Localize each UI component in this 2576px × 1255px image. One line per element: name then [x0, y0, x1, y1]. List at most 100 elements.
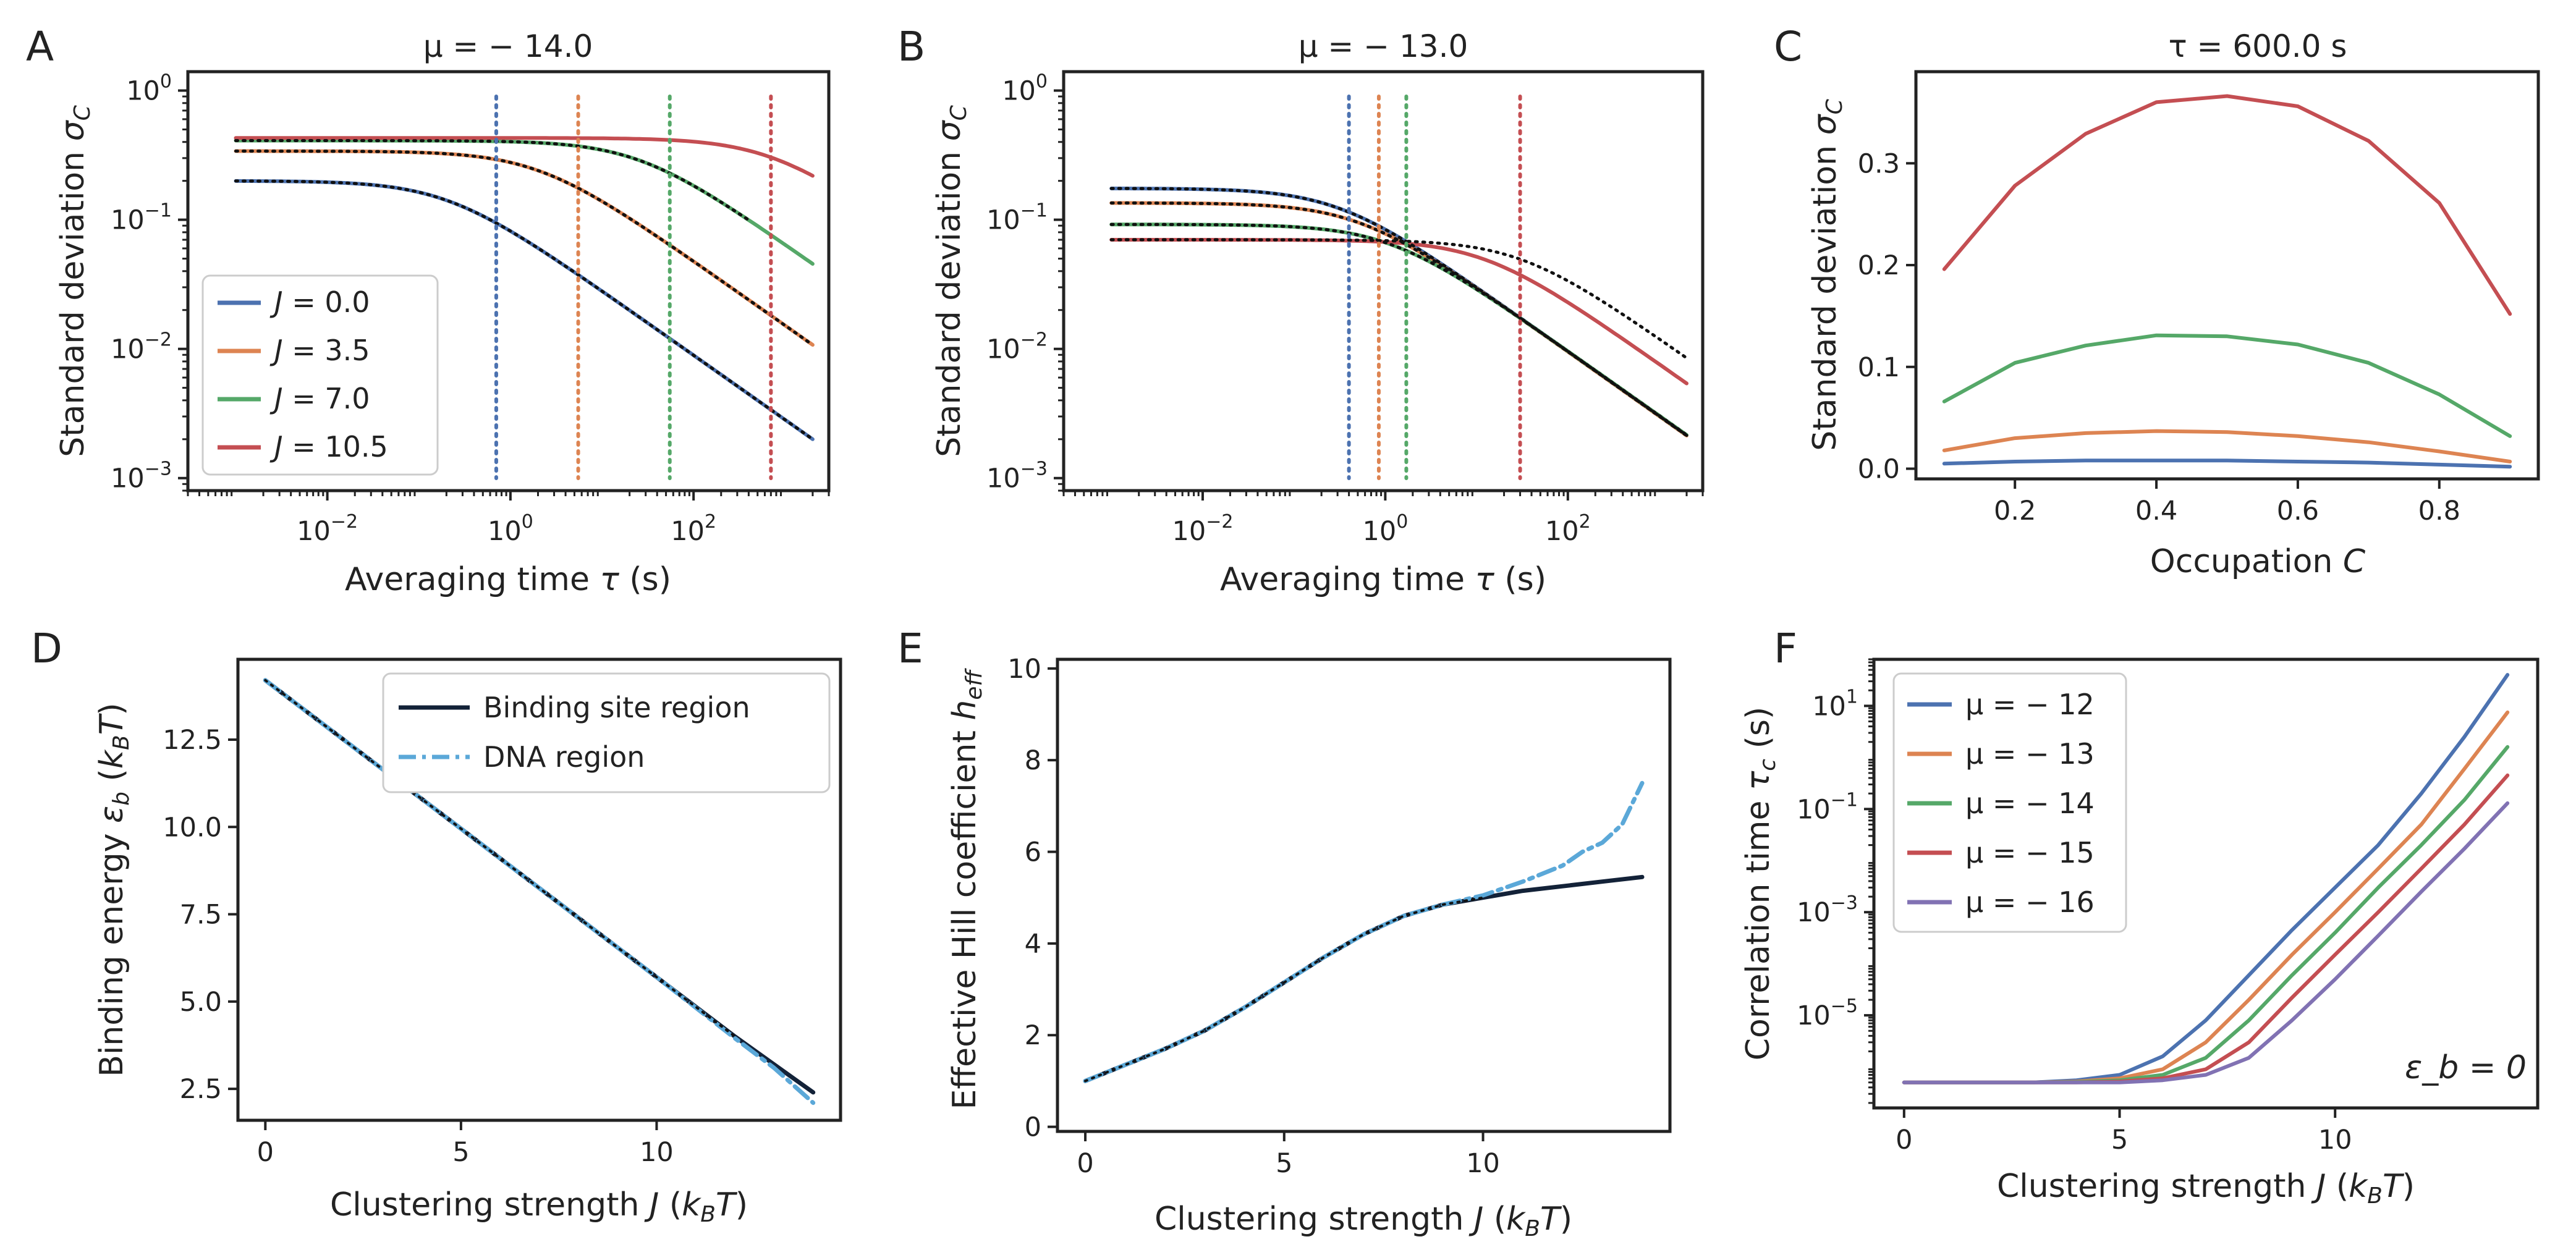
- legend-label-j0: J = 0.0: [269, 285, 370, 319]
- y-tick-label: 10−2: [986, 329, 1048, 365]
- x-tick-label: 0: [257, 1137, 274, 1168]
- panel-b-lines: [1109, 95, 1688, 480]
- legend-label-mu13: μ = − 13: [1965, 737, 2095, 771]
- y-tick-label: 0.0: [1858, 454, 1900, 485]
- x-tick-label: 0.6: [2277, 496, 2319, 526]
- x-tick-label: 0.2: [1994, 496, 2036, 526]
- x-tick-label: 5: [2111, 1125, 2128, 1156]
- legend-label-binding-site: Binding site region: [483, 691, 750, 724]
- legend-label-mu15: μ = − 15: [1965, 836, 2095, 869]
- panel-e-lines: [1083, 780, 1645, 1083]
- y-tick-label: 10.0: [163, 812, 222, 843]
- y-tick-label: 0.3: [1858, 148, 1900, 179]
- fit-dotted-line-0: [234, 179, 815, 441]
- panel-c-frame: [1914, 70, 2540, 481]
- panel-c-xlabel: Occupation C: [2150, 543, 2366, 580]
- y-tick-label: 10−3: [1797, 892, 1858, 928]
- panel-f-ylabel: Correlation time τc (s): [1740, 707, 1781, 1061]
- panel-d: D 0 5 10 2.5 5.0 7.5 10.0 12.5 Clustering stren…: [31, 625, 842, 1227]
- x-tick-label: 10−2: [297, 511, 358, 547]
- y-tick-label: 2.5: [180, 1074, 222, 1105]
- panel-a: A μ = − 14.0 10−2 100 102 10−3 10−2 10−1 100 A…: [26, 23, 831, 598]
- panel-b: B μ = − 13.0 10−2 100 102 10−3 10−2 10−1 100 A…: [897, 23, 1705, 598]
- panel-a-legend: J = 0.0 J = 3.5 J = 7.0 J = 10.5: [201, 274, 439, 476]
- y-tick-label: 0: [1025, 1112, 1041, 1143]
- black-dotted-line: [1084, 896, 1485, 1083]
- legend-label-j105: J = 10.5: [269, 430, 388, 463]
- y-tick-label: 12.5: [163, 725, 222, 756]
- fit-dotted-line-3: [1109, 238, 1688, 360]
- panel-d-ylabel: Binding energy εb (kBT): [93, 703, 134, 1076]
- panel-f-xlabel: Clustering strength J (kBT): [1997, 1168, 2415, 1209]
- panel-f: F 0 5 10 10−5 10−3 10−1 101 Clustering strengt…: [1740, 625, 2540, 1209]
- y-tick-label: 10: [1007, 654, 1041, 685]
- panel-c-lines: [1942, 94, 2512, 469]
- x-tick-label: 10: [1466, 1148, 1500, 1179]
- legend-label-mu12: μ = − 12: [1965, 688, 2095, 721]
- y-tick-label: 101: [1812, 686, 1858, 722]
- panel-f-axes: 0 5 10 10−5 10−3 10−1 101: [1797, 658, 2352, 1156]
- fit-dotted-line-2: [234, 139, 750, 222]
- y-tick-label: 10−1: [986, 200, 1048, 236]
- panel-e-xlabel: Clustering strength J (kBT): [1155, 1201, 1572, 1241]
- x-tick-label: 5: [1276, 1148, 1292, 1179]
- legend-label-j7: J = 7.0: [269, 382, 370, 415]
- y-tick-label: 8: [1025, 745, 1041, 776]
- y-tick-label: 100: [1002, 71, 1048, 107]
- series-line-3: [234, 136, 815, 178]
- legend-label-dna: DNA region: [483, 740, 645, 774]
- panel-a-legend-box: [201, 274, 439, 476]
- y-tick-label: 10−2: [111, 329, 172, 365]
- x-tick-label: 10: [2318, 1125, 2352, 1156]
- y-tick-label: 10−3: [111, 458, 172, 494]
- panel-a-lines: [234, 95, 815, 480]
- panel-b-axes: 10−2 100 102 10−3 10−2 10−1 100: [986, 71, 1704, 547]
- panel-a-frame: [186, 70, 831, 492]
- panel-a-ylabel: Standard deviation σC: [54, 104, 95, 457]
- panel-f-legend: μ = − 12 μ = − 13 μ = − 14 μ = − 15 μ = …: [1892, 672, 2127, 933]
- x-tick-label: 102: [1545, 511, 1591, 547]
- series-line-1: [1942, 429, 2512, 463]
- fit-dotted-line-2: [1109, 222, 1688, 437]
- series-line-0: [1942, 458, 2512, 469]
- y-tick-label: 10−3: [986, 458, 1048, 494]
- series-line-4: [1902, 801, 2510, 1084]
- x-tick-label: 0.4: [2135, 496, 2177, 526]
- panel-a-axes: 10−2 100 102 10−3 10−2 10−1 100: [111, 71, 830, 547]
- y-tick-label: 6: [1025, 837, 1041, 868]
- panel-b-title: μ = − 13.0: [1299, 28, 1468, 64]
- panel-f-legend-box: [1892, 672, 2127, 933]
- y-tick-label: 10−1: [111, 200, 172, 236]
- panel-d-axes: 0 5 10 2.5 5.0 7.5 10.0 12.5: [163, 725, 674, 1168]
- x-tick-label: 0: [1896, 1125, 1912, 1156]
- panel-b-xlabel: Averaging time τ (s): [1220, 561, 1546, 598]
- panel-f-annotation: ε_b = 0: [2405, 1049, 2527, 1086]
- y-tick-label: 7.5: [180, 900, 222, 931]
- panel-a-title: μ = − 14.0: [423, 28, 593, 64]
- panel-letter-a: A: [26, 23, 54, 70]
- y-tick-label: 10−5: [1797, 995, 1858, 1031]
- series-line-1: [1083, 780, 1645, 1083]
- series-line-0: [1083, 874, 1645, 1083]
- panel-e-axes: 0 5 10 0 2 4 6 8 10: [1007, 654, 1500, 1179]
- panel-e: E 0 5 10 0 2 4 6 8 10 Clustering strength J (kBT…: [897, 625, 1672, 1241]
- legend-label-j35: J = 3.5: [269, 334, 370, 367]
- panel-d-frame: [236, 657, 842, 1122]
- y-tick-label: 5.0: [180, 987, 222, 1018]
- y-tick-label: 100: [126, 71, 172, 107]
- x-tick-label: 0.8: [2418, 496, 2460, 526]
- panel-d-legend: Binding site region DNA region: [382, 672, 831, 793]
- panel-e-ylabel: Effective Hill coefficient heff: [946, 667, 987, 1109]
- panel-letter-d: D: [31, 625, 62, 672]
- panel-c-axes: 0.2 0.4 0.6 0.8 0.0 0.1 0.2 0.3: [1858, 148, 2460, 526]
- y-tick-label: 0.2: [1858, 250, 1900, 281]
- x-tick-label: 10: [640, 1137, 674, 1168]
- x-tick-label: 100: [488, 511, 533, 547]
- panel-letter-e: E: [897, 625, 923, 672]
- panel-letter-f: F: [1774, 625, 1797, 672]
- panel-c: C τ = 600.0 s 0.2 0.4 0.6 0.8 0.0 0.1 0.2 0.3 O…: [1774, 23, 2540, 580]
- panel-d-legend-box: [382, 672, 831, 793]
- panel-c-ylabel: Standard deviation σC: [1807, 98, 1847, 450]
- fit-dotted-line-1: [234, 150, 815, 347]
